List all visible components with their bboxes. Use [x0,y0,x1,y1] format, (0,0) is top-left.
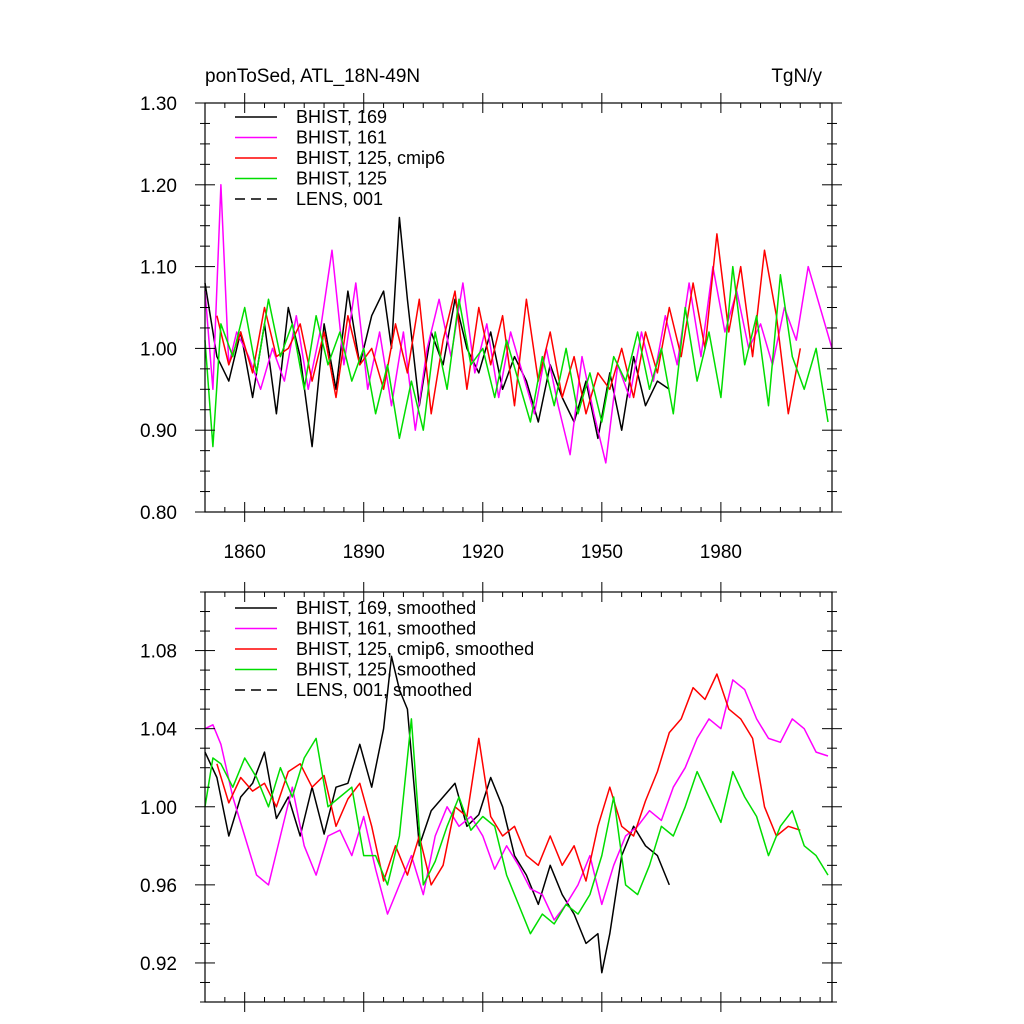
top-plot-frame [204,102,833,513]
x-tick-label: 1860 [224,542,266,563]
y-tick-label: 0.96 [140,876,177,897]
top-chart-title: ponToSed, ATL_18N-49N [205,66,420,87]
y-tick-label: 1.30 [140,94,177,115]
top-axis-tick-labels: 1860 1890 1920 1950 1980 0.80 0.90 1.00 1.10 1.20… [140,94,742,563]
y-tick-label: 1.04 [140,720,177,741]
y-tick-label: 0.90 [140,421,177,442]
top-series-layer [204,184,833,464]
series-line-bhist-161 [204,184,833,464]
top-axis-ticks [195,93,842,522]
y-tick-label: 1.00 [140,798,177,819]
x-tick-label: 1950 [581,542,623,563]
bottom-chart-panel: 0.92 0.96 1.00 1.04 1.08 BHIST, 169, smoothe… [140,582,842,1012]
y-tick-label: 1.00 [140,339,177,360]
bottom-series-layer [204,655,829,974]
legend-label-bhist-169-smoothed: BHIST, 169, smoothed [296,598,476,618]
series-line-bhist-125-cmip6 [216,233,802,415]
series-line-bhist-161-smoothed [204,679,829,921]
x-tick-label: 1920 [462,542,504,563]
bottom-axis-ticks [195,582,842,1012]
series-line-bhist-125-cmip6-smoothed [216,673,801,886]
legend-label-bhist-125-cmip6-smoothed: BHIST, 125, cmip6, smoothed [296,639,534,659]
y-tick-label: 1.20 [140,176,177,197]
legend-label-lens-001-smoothed: LENS, 001, smoothed [296,680,472,700]
top-chart-units: TgN/y [771,66,822,87]
legend-label-bhist-125: BHIST, 125 [296,169,387,189]
y-tick-label: 1.10 [140,258,177,279]
y-tick-label: 0.80 [140,503,177,524]
series-line-bhist-125 [204,265,829,448]
y-tick-label: 0.92 [140,954,177,975]
legend-label-bhist-125-smoothed: BHIST, 125, smoothed [296,660,476,680]
x-tick-label: 1980 [700,542,742,563]
x-tick-label: 1890 [343,542,385,563]
bottom-plot-frame [204,591,833,1003]
legend-label-bhist-161-smoothed: BHIST, 161, smoothed [296,619,476,639]
legend-label-lens-001: LENS, 001 [296,189,383,209]
legend-label-bhist-125-cmip6: BHIST, 125, cmip6 [296,148,445,168]
y-tick-label: 1.08 [140,642,177,663]
series-line-bhist-169-smoothed [204,655,670,974]
legend-label-bhist-169: BHIST, 169 [296,107,387,127]
top-chart-panel: ponToSed, ATL_18N-49N TgN/y 1860 1890 1920… [140,66,842,563]
bottom-axis-tick-labels: 0.92 0.96 1.00 1.04 1.08 [140,642,177,975]
legend-label-bhist-161: BHIST, 161 [296,128,387,148]
series-line-bhist-125-smoothed [204,718,829,935]
